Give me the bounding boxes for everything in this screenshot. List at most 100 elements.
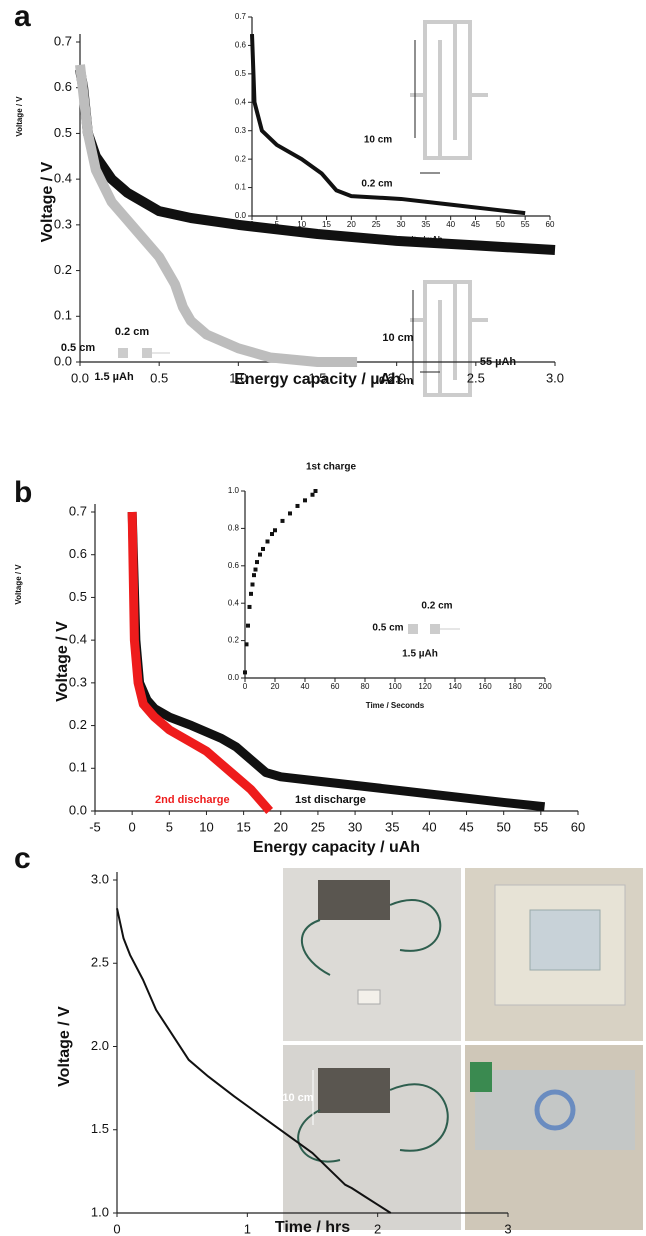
point [246,623,250,628]
x-tick-label: 0 [243,682,248,691]
annotation: 0.2 cm [421,601,452,612]
y-tick-label: 0.3 [235,126,247,135]
annotation: 10 cm [382,332,413,344]
point [253,567,258,572]
panel-label: c [14,842,31,875]
y-tick-label: 0.7 [54,33,72,48]
x-tick-label: 40 [446,220,455,229]
x-tick-label: 50 [496,220,505,229]
y-tick-label: 0.5 [235,69,247,78]
x-tick-label: 0 [113,1221,120,1236]
y-axis-title: Voltage / V [14,564,23,605]
y-axis-title: Voltage / V [15,96,24,137]
y-tick-label: 0.6 [69,546,87,561]
x-tick-label: 5 [166,819,173,834]
annotation: 0.2 cm [379,375,413,387]
cell [357,989,381,1005]
x-tick-label: 35 [385,819,399,834]
x-tick-label: 30 [348,819,362,834]
line-chart: 0.0 0.5 1.0 1.5 2.0 2.5 3.00.00.10.20.30.40.50… [14,0,564,388]
point [288,511,292,516]
point [261,546,265,551]
x-tick-label: 10 [297,220,306,229]
wire [297,1083,449,1163]
x-tick-label: 45 [459,819,473,834]
point [273,528,277,533]
y-tick-label: 0.6 [235,41,247,50]
annotation: 10 cm [364,135,392,146]
y-tick-label: 0.6 [228,561,240,570]
y-tick-label: 0.2 [69,717,87,732]
photos [283,868,643,1230]
series-line [127,511,546,812]
annotation: 1st charge [306,462,356,473]
x-tick-label: 0.0 [71,370,89,385]
x-tick-label: 55 [534,819,548,834]
line-chart: -5 0 5 10 15 20 25 30 35 40 45 50 55 60 0.0 0.1 0.2 0.3 0.… [14,476,585,856]
point [243,670,247,675]
annotation: 2nd discharge [155,794,230,806]
y-tick-label: 0.1 [235,183,247,192]
schematic-a-small [118,348,170,358]
x-tick-label: 120 [418,682,432,691]
electrode [118,348,128,358]
point [295,503,300,508]
x-tick-label: 40 [301,682,310,691]
y-tick-label: 2.0 [91,1038,109,1053]
x-tick-label: 0 [250,220,255,229]
x-tick-label: 60 [331,682,340,691]
y-tick-label: 0.0 [69,802,87,817]
panel-label: b [14,476,32,509]
panel-label: a [14,0,31,33]
x-axis-title: Energy capacity / µAh [359,235,442,244]
point [244,642,249,647]
y-tick-label: 0.4 [228,598,240,607]
electrode-array [318,880,390,920]
annotation: 0.5 cm [61,342,95,354]
x-tick-label: 200 [538,682,552,691]
cell [475,1070,635,1150]
y-tick-label: 0.2 [228,636,240,645]
x-tick-label: 0.5 [150,370,168,385]
point [258,552,262,557]
x-tick-label: 2.5 [467,370,485,385]
point [247,604,252,609]
annotation: 0.5 cm [372,623,403,634]
x-tick-label: 60 [546,220,555,229]
annotation: 1.5 µAh [402,649,438,660]
y-tick-label: 3.0 [91,871,109,886]
y-tick-label: 0.4 [69,632,87,647]
point [249,591,253,596]
y-tick-label: 0.5 [69,589,87,604]
device-array [300,880,442,1005]
x-tick-label: 1 [244,1221,251,1236]
x-tick-label: 20 [347,220,356,229]
x-axis-title: Energy capacity / uAh [253,839,420,856]
point [310,492,315,497]
wire [300,899,442,976]
electrode-array [318,1068,390,1113]
x-tick-label: 2 [374,1221,381,1236]
x-tick-label: 140 [448,682,462,691]
line-chart: 0 5 10 15 20 25 30 35 40 45 50 55 60 0.0 0.1 0.2 0.3 0.4 0… [15,12,555,244]
point [255,560,259,565]
clip [470,1062,492,1092]
y-tick-label: 1.0 [91,1204,109,1219]
y-tick-label: 0.2 [235,154,247,163]
x-tick-label: 80 [361,682,370,691]
power-icon [534,1089,576,1131]
x-axis-title: Time / Seconds [366,701,425,710]
electrode-outline [410,20,488,160]
y-tick-label: 0.3 [69,674,87,689]
x-tick-label: 3.0 [546,370,564,385]
point [265,539,270,544]
x-tick-label: 55 [521,220,530,229]
x-tick-label: 20 [271,682,280,691]
series-line [116,908,392,1214]
x-tick-label: 180 [508,682,522,691]
x-tick-label: 25 [372,220,381,229]
y-tick-label: 1.5 [91,1121,109,1136]
cell-electrode [529,909,601,971]
x-tick-label: -5 [89,819,101,834]
